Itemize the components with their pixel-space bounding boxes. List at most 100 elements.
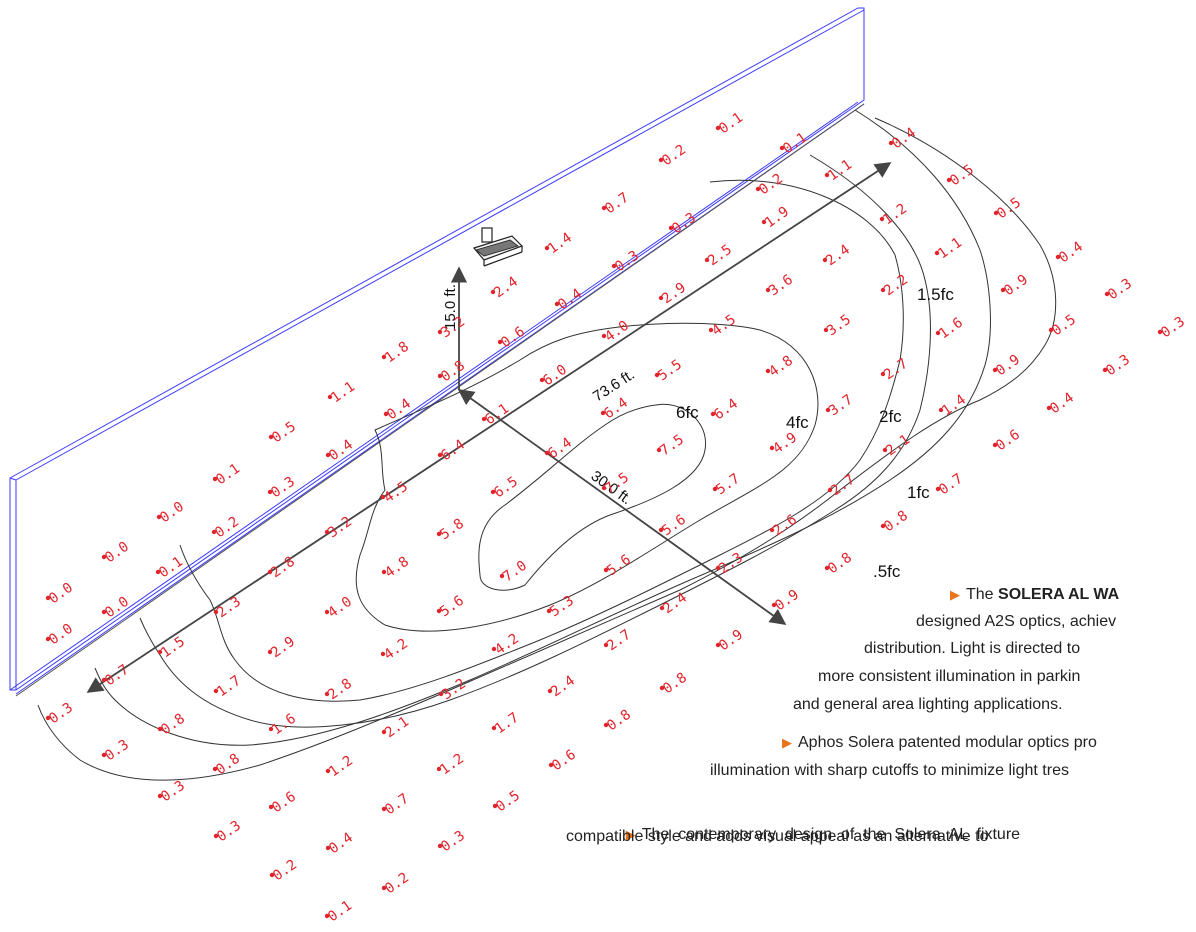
reading-point: 0.5 bbox=[1048, 312, 1079, 339]
reading-dot bbox=[880, 371, 886, 377]
reading-dot bbox=[658, 157, 664, 163]
reading-value: 0.5 bbox=[269, 419, 299, 447]
reading-dot bbox=[213, 609, 219, 615]
reading-dot bbox=[212, 766, 218, 772]
reading-point: 0.8 bbox=[659, 670, 690, 698]
reading-value: 0.0 bbox=[102, 594, 132, 622]
reading-value: 7.5 bbox=[657, 432, 687, 460]
reading-value: 0.8 bbox=[660, 670, 690, 698]
contour-label-0-5fc: .5fc bbox=[873, 562, 901, 581]
reading-point: 0.9 bbox=[715, 627, 746, 655]
reading-dot bbox=[324, 609, 330, 615]
reading-value: 0.0 bbox=[46, 580, 76, 608]
reading-point: 1.8 bbox=[381, 339, 412, 366]
reading-dot bbox=[654, 372, 660, 378]
reading-dot bbox=[157, 793, 163, 799]
reading-dot bbox=[436, 608, 442, 614]
reading-dot bbox=[715, 642, 721, 648]
reading-point: 0.4 bbox=[1046, 390, 1077, 418]
reading-value: 0.9 bbox=[716, 627, 746, 655]
reading-point: 6.4 bbox=[710, 396, 741, 424]
reading-dot bbox=[436, 531, 442, 537]
reading-point: 5.8 bbox=[436, 516, 467, 543]
reading-dot bbox=[101, 609, 107, 615]
reading-dot bbox=[325, 768, 331, 774]
reading-dot bbox=[935, 330, 941, 336]
reading-dot bbox=[715, 565, 721, 571]
reading-dot bbox=[157, 726, 163, 732]
reading-point: 0.0 bbox=[101, 594, 132, 622]
reading-value: 6.4 bbox=[545, 435, 575, 463]
reading-value: 3.6 bbox=[766, 272, 796, 300]
reading-dot bbox=[267, 649, 273, 655]
reading-dot bbox=[327, 394, 333, 400]
reading-point: 0.2 bbox=[381, 870, 412, 897]
reading-point: 0.2 bbox=[755, 171, 786, 198]
reading-dot bbox=[946, 177, 952, 183]
reading-point: 1.9 bbox=[761, 204, 792, 231]
reading-point: 0.8 bbox=[437, 358, 468, 386]
reading-dot bbox=[381, 806, 387, 812]
reading-dot bbox=[324, 529, 330, 535]
reading-point: 2.4 bbox=[659, 590, 690, 617]
reading-dot bbox=[383, 411, 389, 417]
reading-value: 0.4 bbox=[384, 396, 414, 424]
reading-value: 2.3 bbox=[716, 550, 746, 578]
reading-point: 6.0 bbox=[539, 362, 570, 390]
reading-dot bbox=[492, 803, 498, 809]
contour-4fc bbox=[355, 322, 819, 632]
reading-point: 1.2 bbox=[879, 201, 910, 228]
reading-dot bbox=[490, 489, 496, 495]
reading-point: 2.9 bbox=[267, 634, 298, 661]
reading-point: 2.3 bbox=[213, 594, 244, 621]
reading-dot bbox=[268, 434, 274, 440]
reading-dot bbox=[938, 407, 944, 413]
reading-dot bbox=[880, 287, 886, 293]
reading-dot bbox=[659, 685, 665, 691]
reading-point: 1.5 bbox=[157, 634, 188, 661]
reading-dot bbox=[491, 646, 497, 652]
reading-point: 0.1 bbox=[715, 110, 746, 137]
contour-label-4fc: 4fc bbox=[786, 413, 809, 432]
reading-dot bbox=[603, 722, 609, 728]
reading-dot bbox=[156, 514, 162, 520]
reading-dot bbox=[601, 333, 607, 339]
reading-point: 7.0 bbox=[499, 558, 530, 585]
reading-point: 0.3 bbox=[611, 248, 642, 275]
reading-point: 0.3 bbox=[157, 778, 188, 806]
reading-dot bbox=[765, 368, 771, 374]
reading-point: 6.5 bbox=[490, 474, 521, 501]
reading-point: 2.4 bbox=[822, 242, 853, 269]
reading-point: 1.1 bbox=[327, 379, 358, 406]
reading-dot bbox=[1102, 367, 1108, 373]
reading-dot bbox=[715, 125, 721, 131]
reading-dot bbox=[825, 407, 831, 413]
reading-value: 0.2 bbox=[659, 142, 689, 170]
reading-point: 5.7 bbox=[712, 471, 743, 499]
reading-value: 6.4 bbox=[711, 396, 741, 424]
reading-point: 0.8 bbox=[824, 550, 855, 577]
reading-point: 3.2 bbox=[438, 676, 469, 703]
reading-value: 0.3 bbox=[669, 210, 699, 238]
reading-value: 0.1 bbox=[213, 461, 243, 489]
reading-dot bbox=[380, 651, 386, 657]
reading-point: 0.3 bbox=[101, 737, 132, 764]
reading-value: 0.3 bbox=[158, 778, 188, 806]
reading-value: 5.6 bbox=[437, 593, 467, 621]
reading-point: 0.2 bbox=[211, 514, 242, 541]
reading-dot bbox=[712, 486, 718, 492]
reading-dot bbox=[267, 569, 273, 575]
reading-value: 4.5 bbox=[709, 312, 739, 340]
reading-point: 0.8 bbox=[880, 508, 911, 535]
reading-value: 0.7 bbox=[936, 471, 966, 499]
reading-value: 0.8 bbox=[438, 358, 468, 386]
reading-value: 0.4 bbox=[1047, 390, 1077, 418]
reading-value: 6.0 bbox=[540, 362, 570, 390]
luminaire-icon bbox=[472, 227, 524, 267]
reading-dot bbox=[437, 329, 443, 335]
reading-value: 5.7 bbox=[713, 471, 743, 499]
contour-label-1-5fc: 1.5fc bbox=[917, 285, 954, 304]
reading-point: 0.3 bbox=[437, 828, 468, 855]
reading-dot bbox=[822, 257, 828, 263]
reading-value: 0.3 bbox=[46, 700, 76, 728]
